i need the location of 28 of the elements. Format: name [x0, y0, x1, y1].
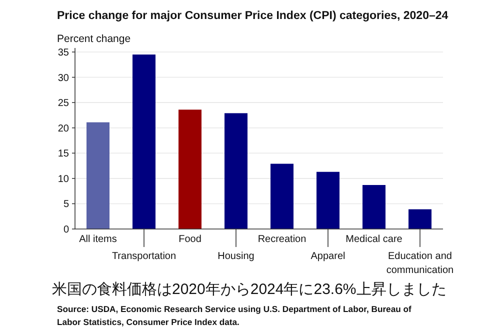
x-tick-label: Food	[178, 234, 202, 245]
y-tick-label: 10	[58, 174, 70, 185]
source-note: Source: USDA, Economic Research Service using U.S. Department of Labor, Bureau of Labor Statistics, Consumer Price Index data.	[57, 304, 412, 327]
text: 米国の食料価格は2020年から2024年に23.6%上昇しました	[52, 281, 446, 298]
chart-title: Price change for major Consumer Price Index (CPI) categories, 2020–24	[57, 10, 449, 22]
x-tick-label: Medical care	[346, 234, 403, 245]
bar	[362, 185, 386, 229]
bar	[408, 209, 432, 229]
y-tick-label: 5	[63, 199, 70, 210]
bar	[316, 172, 340, 229]
y-axis-title: Percent change	[57, 33, 131, 45]
x-tick-label: Apparel	[310, 251, 346, 262]
bar	[178, 110, 202, 229]
y-tick-label: 25	[58, 98, 70, 110]
bar	[132, 54, 156, 229]
y-tick-label: 0	[63, 224, 70, 236]
x-tick-label: Housing	[218, 251, 254, 262]
bar	[224, 113, 248, 229]
y-tick-label: 15	[58, 148, 70, 160]
bar	[86, 122, 110, 229]
bar	[270, 164, 294, 229]
x-tick-label: All items	[79, 234, 117, 245]
y-tick-label: 30	[58, 72, 70, 84]
x-tick-label: Transportation	[112, 251, 176, 262]
y-tick-label: 20	[58, 123, 70, 134]
y-tick-label: 35	[58, 48, 70, 58]
x-tick-label: Recreation	[258, 234, 306, 245]
x-tick-label: Education and communication	[386, 251, 454, 276]
